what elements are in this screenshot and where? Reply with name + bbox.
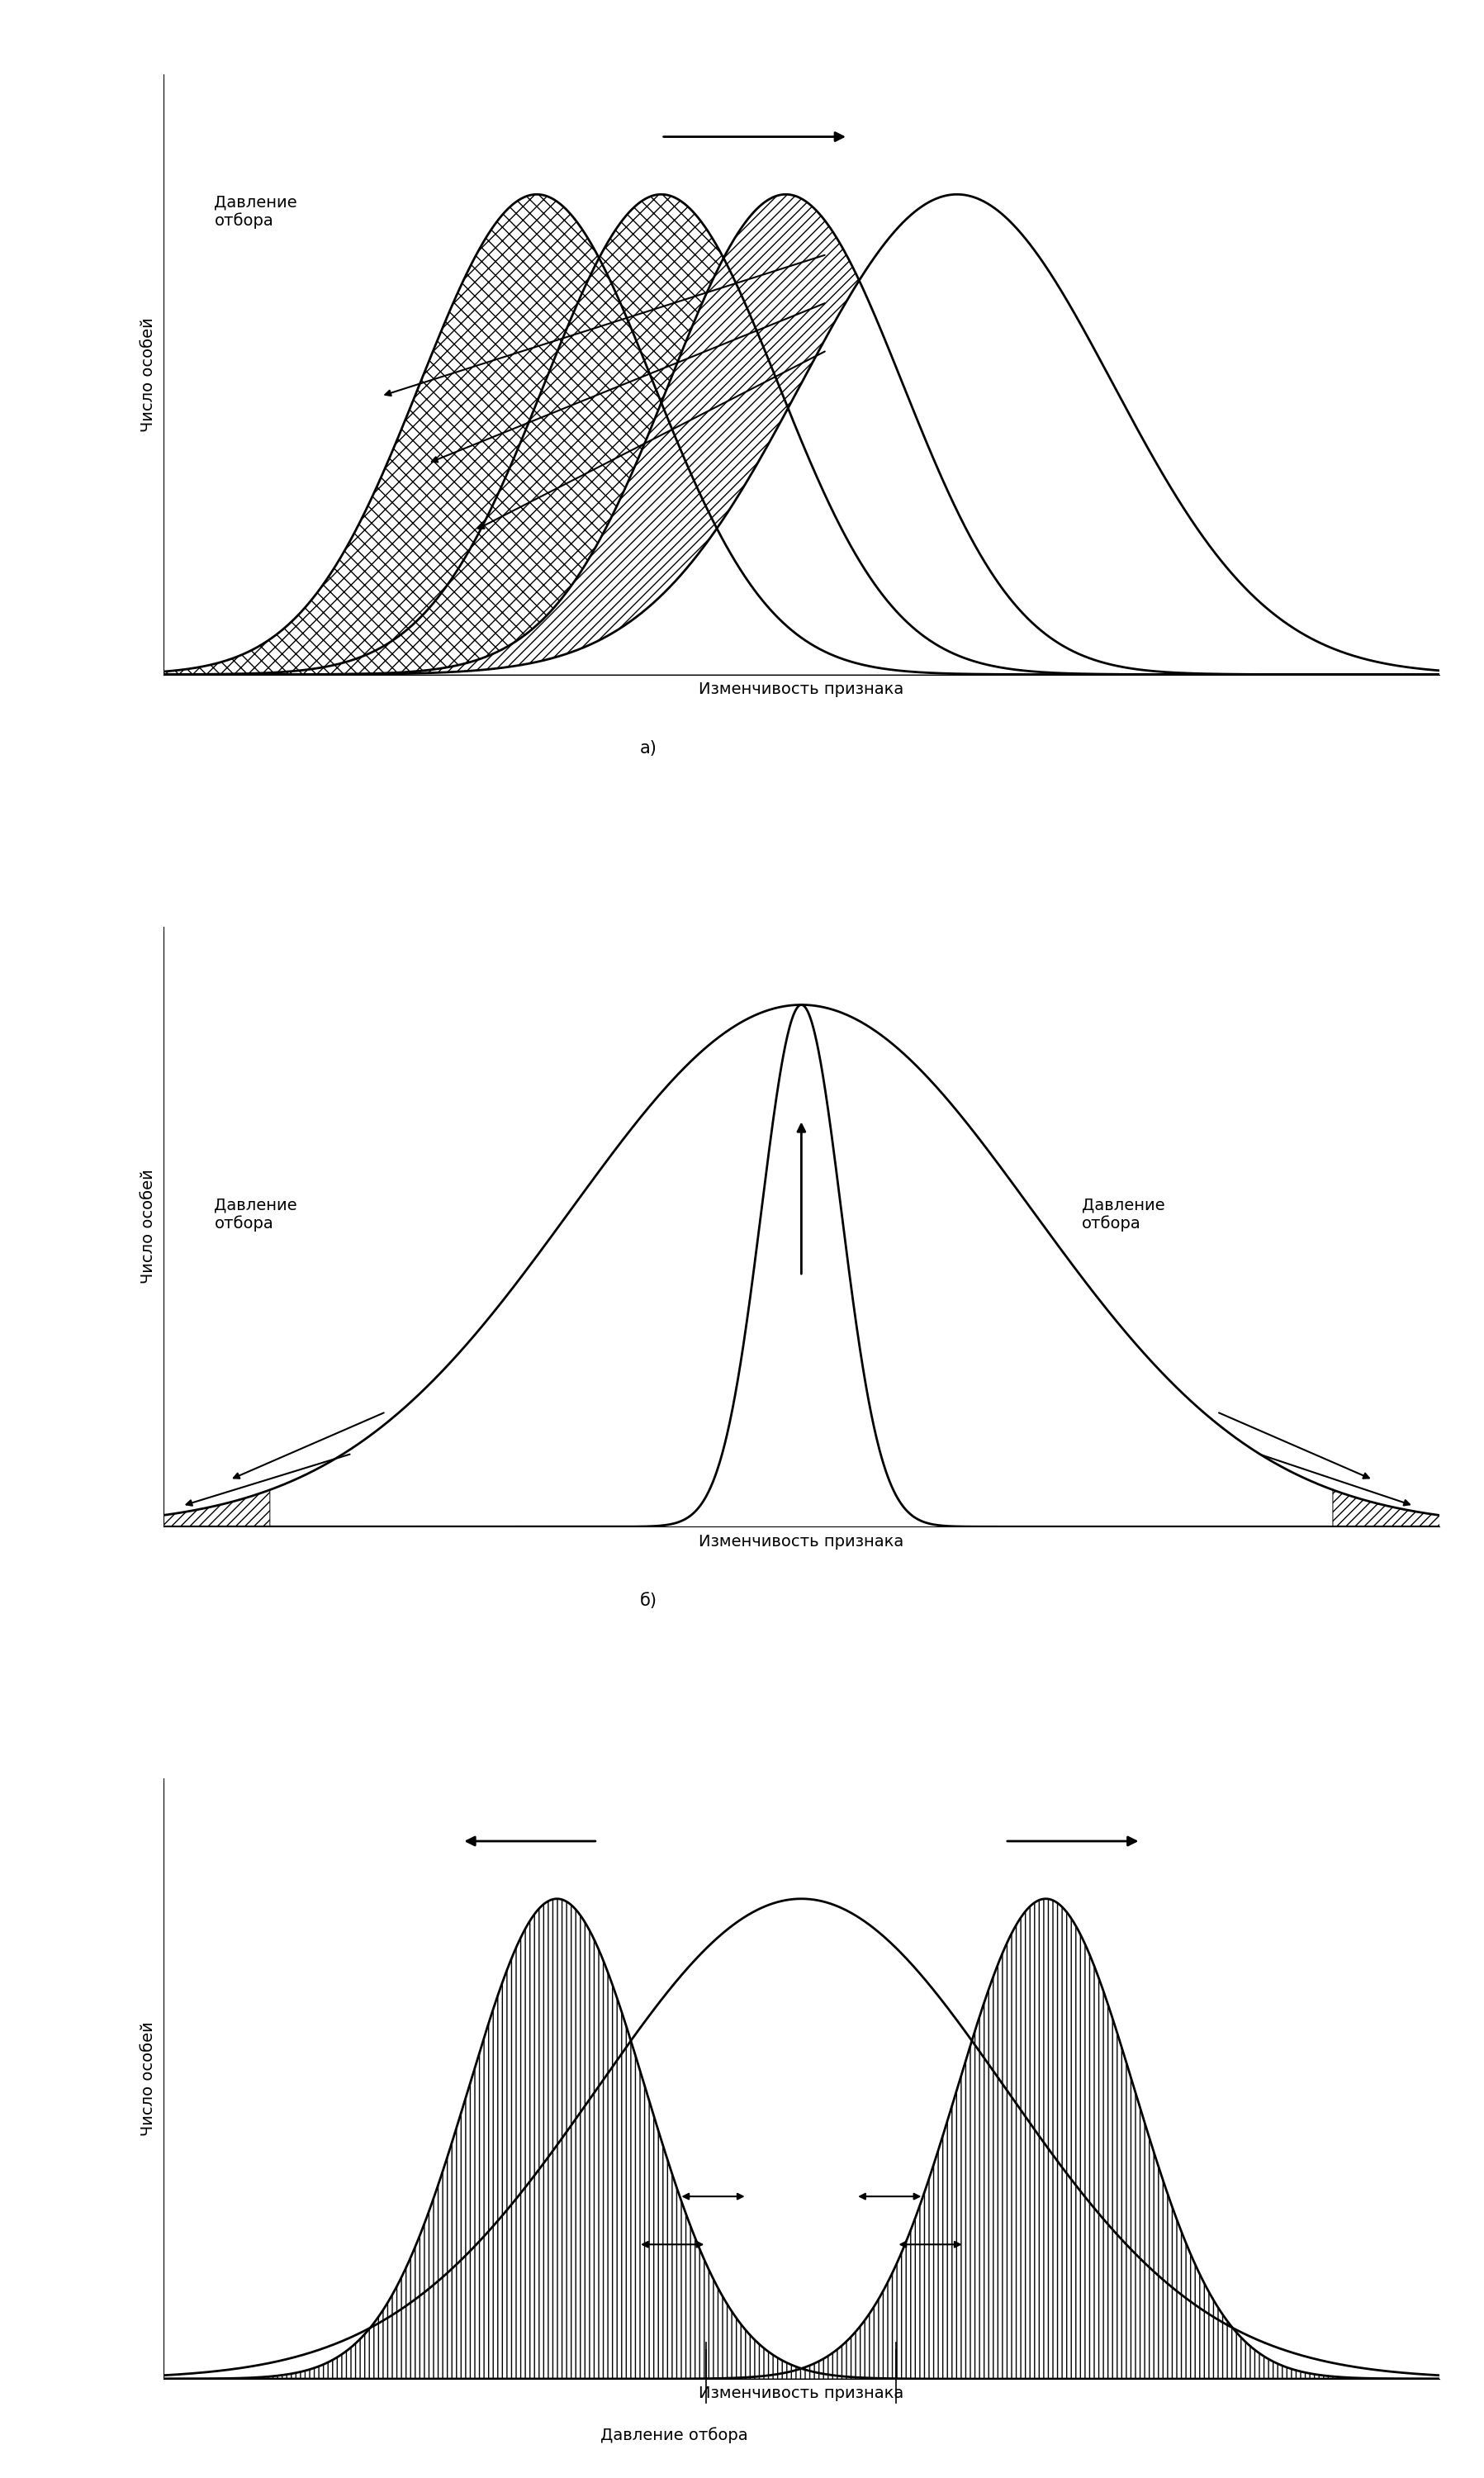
X-axis label: Изменчивость признака: Изменчивость признака xyxy=(699,1534,904,1549)
Text: Давление отбора: Давление отбора xyxy=(600,2426,748,2443)
Text: б): б) xyxy=(640,1593,657,1608)
X-axis label: Изменчивость признака: Изменчивость признака xyxy=(699,2386,904,2401)
X-axis label: Изменчивость признака: Изменчивость признака xyxy=(699,681,904,696)
Text: Давление
отбора: Давление отбора xyxy=(214,1197,297,1232)
Y-axis label: Число особей: Число особей xyxy=(141,317,156,431)
Y-axis label: Число особей: Число особей xyxy=(141,2022,156,2136)
Y-axis label: Число особей: Число особей xyxy=(141,1170,156,1284)
Text: Давление
отбора: Давление отбора xyxy=(1082,1197,1165,1232)
Text: Давление
отбора: Давление отбора xyxy=(214,193,297,228)
Text: а): а) xyxy=(640,741,657,756)
